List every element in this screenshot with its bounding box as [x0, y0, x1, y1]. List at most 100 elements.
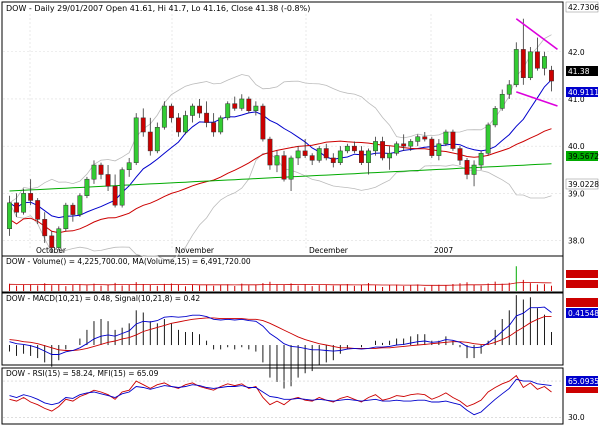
candle-down: [323, 148, 329, 159]
candle-up: [394, 143, 400, 154]
candle-up: [344, 145, 350, 152]
candle-up: [513, 49, 519, 86]
candle-up: [63, 204, 69, 230]
price-axis: 42.0 41.0 40.0 39.0 38.0: [568, 48, 585, 246]
candle-up: [183, 115, 188, 133]
candle-up: [443, 131, 449, 145]
trendlines: [515, 18, 558, 107]
candle-up: [218, 117, 224, 133]
candle-up: [408, 141, 414, 147]
volume-ma-line: [9, 282, 552, 286]
candle-down: [549, 69, 554, 82]
candle-up: [56, 228, 62, 248]
candle-up: [506, 84, 512, 95]
bollinger-upper-line: [9, 34, 552, 204]
candle-up: [133, 117, 139, 163]
candle-up: [21, 193, 27, 213]
candle-down: [450, 131, 456, 149]
candle-up: [288, 157, 294, 180]
candle-up: [387, 152, 393, 159]
candle-up: [119, 169, 125, 206]
candle-down: [147, 131, 153, 152]
candle-up: [542, 56, 547, 69]
candle-up: [84, 178, 90, 196]
volume-tag-box-1: [566, 270, 598, 278]
rsi-header-label: DOW - RSI(15) = 58.24, MFI(15) = 65.09: [6, 369, 159, 378]
month-label-november: November: [175, 246, 215, 255]
ma-long-line: [9, 163, 552, 192]
candle-down: [534, 51, 540, 69]
macd-header-label: DOW - MACD(10,21) = 0.48, Signal(10,21,8…: [6, 294, 200, 303]
rsi-tag-box-red: [566, 387, 598, 393]
candle-down: [260, 105, 266, 140]
trendline-lower: [516, 91, 558, 107]
candle-down: [422, 136, 428, 140]
macd-tag-value: 0.415485: [568, 309, 600, 318]
volume-bars: [9, 266, 552, 291]
candle-down: [105, 174, 111, 187]
ma-short-line: [9, 79, 552, 219]
candle-up: [471, 164, 477, 175]
price-tag-ma-short: 40.9111: [568, 88, 599, 97]
candle-up: [126, 162, 132, 171]
candle-down: [35, 200, 41, 220]
bollinger-lower-line: [9, 152, 552, 260]
price-header-label: DOW - Daily 29/01/2007 Open 41.61, Hi 41…: [6, 4, 310, 13]
candle-up: [499, 93, 505, 109]
price-tag-close: 41.38: [568, 67, 590, 76]
candle-down: [197, 105, 202, 114]
mfi-line: [9, 378, 552, 416]
candle-up: [295, 150, 301, 159]
volume-header-label: DOW - Volume() = 4,225,700.00, MA(Volume…: [6, 257, 251, 266]
candle-down: [176, 117, 181, 133]
price-tag-low: 39.0228: [568, 180, 599, 189]
month-label-december: December: [309, 246, 349, 255]
candle-up: [436, 143, 442, 156]
candle-up: [485, 124, 491, 154]
price-tick-label: 39.0: [568, 189, 585, 198]
candle-down: [330, 157, 336, 163]
candlestick-series: [7, 18, 554, 253]
rsi-panel-frame: [1, 367, 564, 425]
rsi-mfi-series: [3, 374, 562, 418]
candle-down: [457, 148, 463, 161]
candle-down: [14, 202, 19, 213]
candle-down: [429, 138, 435, 156]
candle-up: [190, 105, 195, 116]
bollinger-bands: [9, 34, 552, 260]
candle-up: [316, 148, 322, 161]
candle-up: [161, 105, 167, 128]
price-tag-ma-long-box: [566, 151, 598, 161]
candle-up: [337, 150, 343, 163]
macd-signal-line: [9, 316, 552, 351]
candle-up: [91, 164, 97, 180]
candle-up: [366, 150, 371, 163]
rsi-tag-box: [566, 376, 598, 386]
month-label-october: October: [36, 246, 67, 255]
price-tick-label: 38.0: [568, 237, 585, 246]
volume-tag-box-2: [566, 280, 598, 288]
candle-up: [478, 152, 484, 166]
price-tick-label: 41.0: [568, 95, 585, 104]
candle-up: [253, 105, 259, 112]
candle-down: [232, 103, 238, 109]
price-tag-ma-long: 39.5672: [568, 152, 599, 161]
price-tag-ma-short-box: [566, 87, 598, 97]
month-label-2007: 2007: [434, 246, 453, 255]
candle-up: [415, 136, 421, 142]
candle-down: [28, 193, 34, 201]
trendline-upper: [515, 18, 558, 51]
volume-panel-frame: [1, 255, 564, 293]
candle-down: [112, 186, 118, 206]
price-tag-top: 42.7306: [568, 3, 599, 12]
rsi-line: [9, 374, 552, 412]
candle-down: [309, 155, 315, 161]
price-panel-frame: [1, 1, 564, 257]
candle-down: [359, 150, 364, 163]
candle-down: [281, 155, 287, 180]
candle-up: [77, 195, 83, 215]
macd-tag-box: [566, 308, 598, 318]
macd-series: [9, 295, 552, 389]
